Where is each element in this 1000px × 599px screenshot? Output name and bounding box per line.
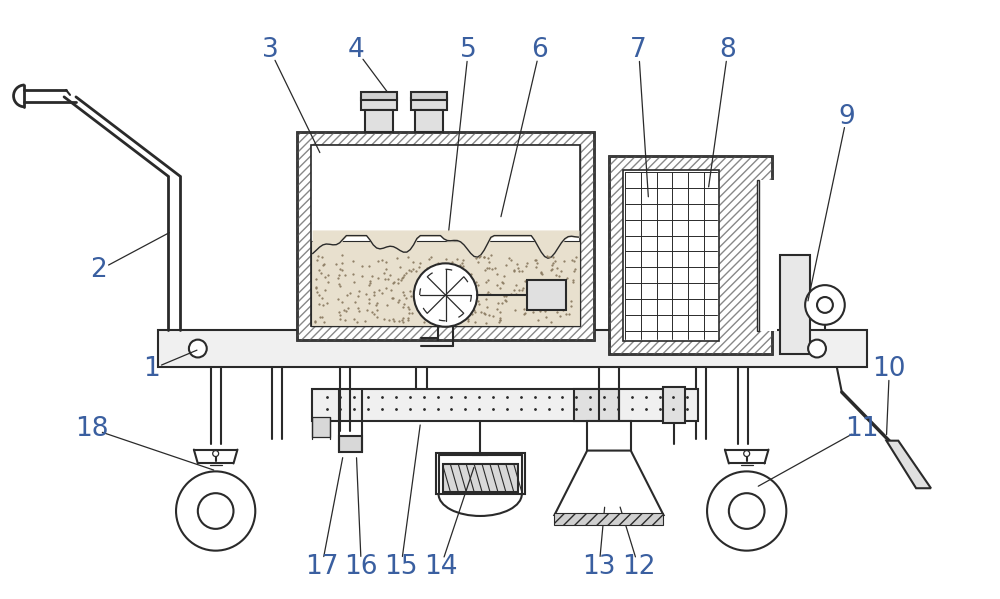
Bar (411, 92, 447, 100)
Bar (312, 417, 330, 437)
Bar (365, 110, 393, 132)
Bar (339, 435, 362, 452)
Bar (311, 146, 580, 326)
Bar (297, 132, 594, 340)
Bar (443, 464, 518, 492)
Circle shape (805, 285, 845, 325)
Text: 6: 6 (531, 37, 548, 63)
Circle shape (198, 493, 233, 529)
Text: 18: 18 (75, 416, 109, 442)
Bar (415, 110, 443, 132)
Circle shape (817, 297, 833, 313)
Text: 17: 17 (305, 555, 338, 580)
Bar (623, 170, 719, 341)
Circle shape (729, 493, 765, 529)
Circle shape (176, 471, 255, 550)
Bar (436, 453, 525, 494)
Bar (663, 387, 685, 423)
Text: 12: 12 (622, 555, 655, 580)
Bar (623, 170, 719, 341)
Bar (297, 132, 594, 340)
Circle shape (744, 450, 750, 456)
Text: 3: 3 (262, 37, 279, 63)
Bar (411, 98, 447, 110)
Text: 1: 1 (143, 356, 160, 382)
Text: 16: 16 (345, 555, 378, 580)
Circle shape (414, 264, 477, 326)
Bar (361, 92, 397, 100)
Bar (312, 389, 698, 421)
Bar (757, 180, 759, 331)
Text: 14: 14 (424, 555, 457, 580)
Bar (780, 255, 810, 355)
Text: 11: 11 (845, 416, 878, 442)
Text: 13: 13 (582, 555, 616, 580)
Bar (158, 329, 867, 367)
Bar (527, 280, 566, 310)
Text: 2: 2 (90, 258, 107, 283)
Text: 7: 7 (630, 37, 647, 63)
Bar (609, 156, 772, 355)
Text: 9: 9 (838, 104, 855, 130)
Bar (311, 241, 580, 326)
Bar (587, 421, 631, 450)
Bar (759, 180, 777, 331)
Polygon shape (554, 450, 663, 515)
Circle shape (808, 340, 826, 358)
Text: 15: 15 (384, 555, 418, 580)
Bar (574, 389, 619, 421)
Bar (554, 513, 663, 525)
Bar (311, 146, 580, 326)
Circle shape (189, 340, 207, 358)
Text: 5: 5 (460, 37, 477, 63)
Bar (361, 98, 397, 110)
Text: 4: 4 (348, 37, 365, 63)
Circle shape (213, 450, 219, 456)
Polygon shape (886, 441, 931, 488)
Bar (609, 156, 772, 355)
Text: 8: 8 (719, 37, 736, 63)
Bar (443, 464, 518, 492)
Circle shape (707, 471, 786, 550)
Bar (311, 146, 580, 326)
Text: 10: 10 (873, 356, 906, 382)
